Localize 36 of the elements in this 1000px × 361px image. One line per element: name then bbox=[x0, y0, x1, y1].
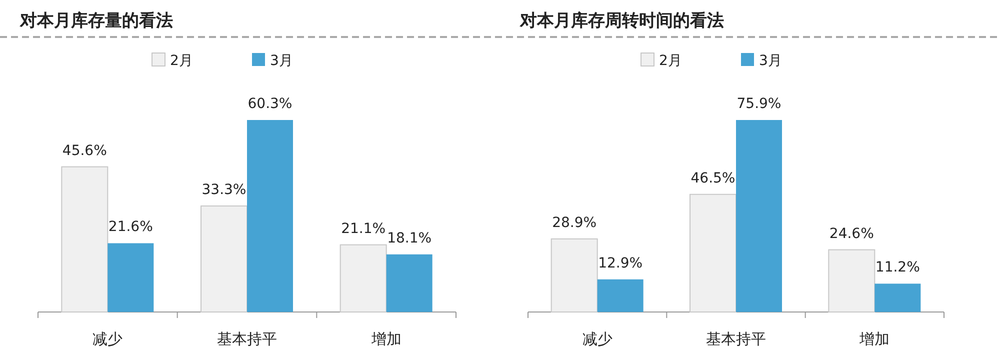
bar bbox=[550, 238, 598, 312]
data-label: 45.6% bbox=[62, 142, 107, 159]
x-tick-label: 基本持平 bbox=[217, 330, 277, 348]
bar bbox=[61, 166, 108, 312]
legend-label: 2月 bbox=[170, 53, 193, 69]
data-label: 75.9% bbox=[736, 96, 782, 112]
data-label: 11.2% bbox=[875, 260, 920, 276]
data-label: 12.9% bbox=[598, 255, 643, 272]
bar bbox=[690, 194, 736, 312]
data-label: 24.6% bbox=[829, 226, 874, 242]
x-tick-label: 减少 bbox=[582, 330, 612, 348]
bar bbox=[247, 120, 293, 312]
bar bbox=[386, 254, 432, 312]
data-label: 33.3% bbox=[202, 182, 246, 198]
bar bbox=[340, 244, 387, 312]
data-label: 21.6% bbox=[108, 219, 153, 236]
data-label: 46.5% bbox=[690, 170, 736, 186]
bar bbox=[828, 249, 876, 312]
x-tick-label: 增加 bbox=[858, 330, 890, 348]
bar bbox=[200, 205, 248, 312]
chart-title: 对本月库存周转时间的看法 bbox=[519, 11, 724, 31]
data-label: 21.1% bbox=[341, 220, 386, 237]
bar bbox=[736, 120, 782, 312]
data-label: 18.1% bbox=[387, 230, 432, 246]
x-tick-label: 基本持平 bbox=[706, 330, 766, 348]
legend-label: 2月 bbox=[659, 53, 682, 69]
bar bbox=[874, 284, 921, 312]
chart-title: 对本月库存量的看法 bbox=[19, 11, 173, 31]
legend-label: 3月 bbox=[759, 53, 782, 69]
x-tick-label: 增加 bbox=[370, 330, 402, 348]
x-tick-label: 减少 bbox=[92, 330, 123, 348]
bar bbox=[108, 243, 154, 312]
bar bbox=[597, 279, 644, 312]
data-label: 60.3% bbox=[248, 96, 292, 112]
data-label: 28.9% bbox=[552, 214, 597, 231]
legend-label: 3月 bbox=[270, 53, 293, 69]
